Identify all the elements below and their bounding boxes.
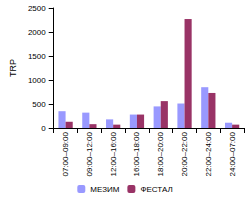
svg-text:16:00–18:00: 16:00–18:00 [132, 131, 141, 176]
svg-text:TRP: TRP [8, 59, 18, 77]
svg-text:0: 0 [41, 124, 46, 133]
svg-text:22:00–24:00: 22:00–24:00 [204, 131, 213, 176]
svg-text:09:00–12:00: 09:00–12:00 [85, 131, 94, 176]
svg-text:20:00–22:00: 20:00–22:00 [180, 131, 189, 176]
svg-text:1000: 1000 [28, 76, 46, 85]
svg-text:12:00–16:00: 12:00–16:00 [109, 131, 118, 176]
svg-text:18:00–20:00: 18:00–20:00 [156, 131, 165, 176]
svg-text:07:00–09:00: 07:00–09:00 [61, 131, 70, 176]
svg-text:МЕЗИМ: МЕЗИМ [90, 185, 119, 194]
svg-text:2500: 2500 [28, 4, 46, 13]
svg-text:ФЕСТАЛ: ФЕСТАЛ [140, 185, 172, 194]
svg-text:24:00–07:00: 24:00–07:00 [228, 131, 237, 176]
svg-text:2000: 2000 [28, 28, 46, 37]
svg-text:500: 500 [32, 100, 46, 109]
svg-text:1500: 1500 [28, 52, 46, 61]
